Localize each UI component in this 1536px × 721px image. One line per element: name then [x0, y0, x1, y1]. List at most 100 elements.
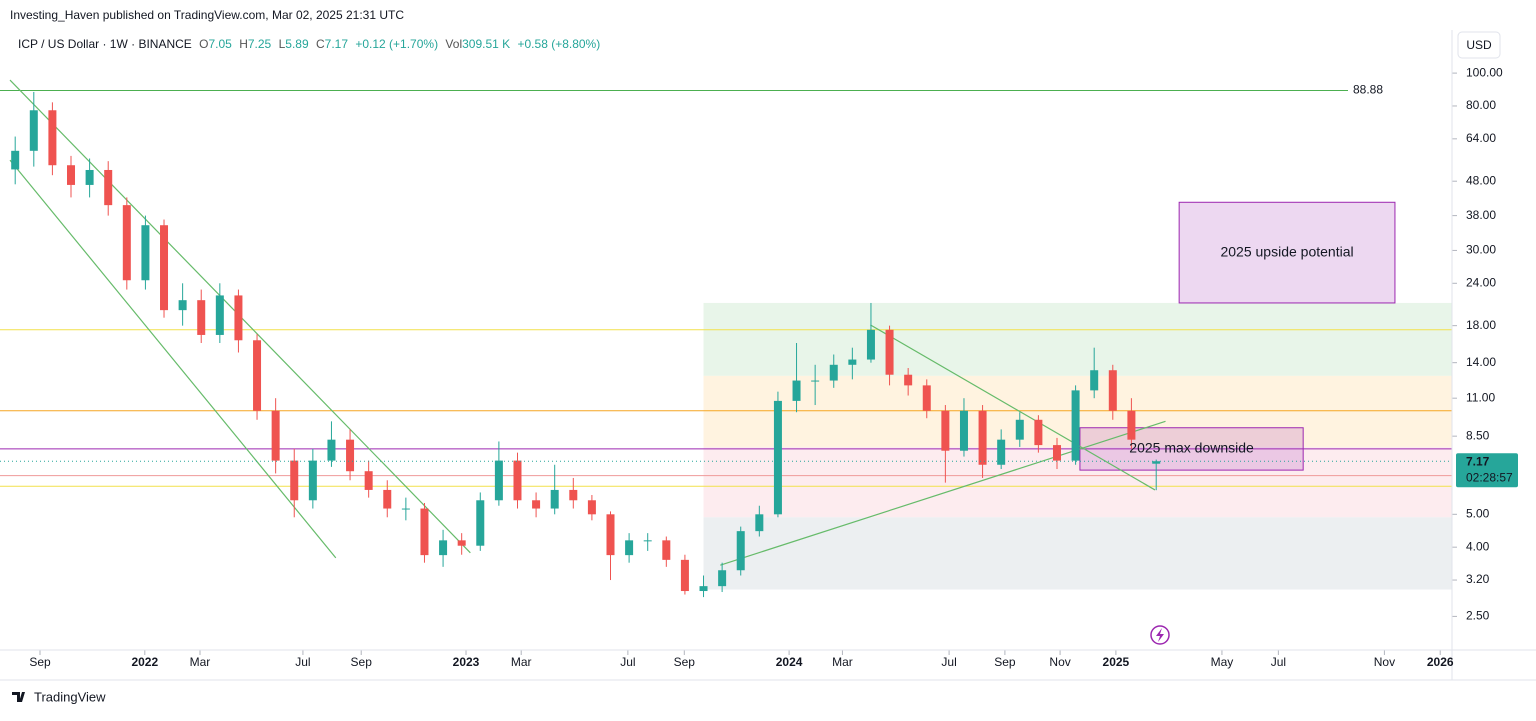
candle-body — [587, 500, 596, 515]
x-tick-label: 2025 — [1103, 655, 1130, 669]
close-label: C — [316, 37, 325, 51]
candle-body — [941, 410, 950, 451]
volume-label: Vol — [445, 37, 462, 51]
candle-body — [178, 300, 187, 311]
candle-body — [1152, 461, 1161, 464]
y-tick-label: 48.00 — [1466, 173, 1496, 187]
y-tick-label: 4.00 — [1466, 539, 1490, 553]
candle-body — [885, 329, 894, 375]
candle-body — [997, 439, 1006, 465]
candle-body — [160, 225, 169, 311]
tv-logo — [12, 692, 25, 702]
volume-change: +0.58 (+8.80%) — [518, 37, 601, 51]
x-tick-label: Mar — [832, 655, 853, 669]
candle-body — [476, 500, 485, 546]
candle-body — [29, 110, 38, 151]
change: +0.12 (+1.70%) — [355, 37, 438, 51]
candle-body — [215, 295, 224, 335]
candle-body — [494, 460, 503, 501]
candle-body — [866, 329, 875, 360]
candle-body — [550, 489, 559, 509]
candle-body — [606, 514, 615, 556]
candle-body — [792, 380, 801, 401]
candle-body — [122, 205, 131, 281]
candle-body — [48, 110, 57, 166]
candle-body — [811, 380, 820, 382]
event-icon[interactable] — [1150, 625, 1170, 645]
candle-body — [643, 540, 652, 542]
candle-body — [625, 540, 634, 556]
y-tick-label: 18.00 — [1466, 318, 1496, 332]
y-tick-label: 8.50 — [1466, 428, 1490, 442]
x-tick-label: 2024 — [776, 655, 803, 669]
candle-body — [1090, 370, 1099, 391]
candle-body — [104, 169, 113, 206]
volume: 309.51 K — [462, 37, 510, 51]
trendline — [720, 420, 1166, 566]
price-zone — [703, 302, 1452, 376]
x-tick-label: Sep — [994, 655, 1016, 669]
candle-body — [978, 410, 987, 465]
currency[interactable]: USD — [1466, 38, 1492, 52]
candle-body — [922, 385, 931, 411]
y-tick-label: 24.00 — [1466, 275, 1496, 289]
y-tick-label: 38.00 — [1466, 208, 1496, 222]
candle-body — [848, 359, 857, 365]
candle-body — [401, 508, 410, 510]
x-tick-label: 2022 — [131, 655, 158, 669]
candle-body — [308, 460, 317, 501]
x-tick-label: Sep — [29, 655, 51, 669]
candle-body — [11, 150, 20, 170]
x-tick-label: Sep — [351, 655, 373, 669]
candle-body — [1108, 370, 1117, 411]
candle-body — [1052, 445, 1061, 461]
y-tick-label: 80.00 — [1466, 98, 1496, 112]
candle-body — [1127, 410, 1136, 440]
candle-body — [439, 540, 448, 556]
y-tick-label: 5.00 — [1466, 506, 1490, 520]
x-tick-label: 2026 — [1427, 655, 1454, 669]
candle-body — [197, 300, 206, 335]
candle-body — [383, 489, 392, 509]
candle-body — [141, 225, 150, 281]
low-value: 5.89 — [285, 37, 309, 51]
trendline — [9, 159, 337, 559]
published-note: Investing_Haven published on TradingView… — [10, 8, 404, 22]
candle-body — [699, 586, 708, 592]
annotation-box — [1178, 201, 1396, 304]
candle-body — [420, 508, 429, 556]
candle-body — [680, 559, 689, 592]
symbol: ICP / US Dollar · 1W · BINANCE — [18, 37, 192, 51]
candle-body — [755, 514, 764, 532]
trendline — [870, 324, 1156, 491]
candle-body — [904, 374, 913, 386]
candle-body — [1034, 419, 1043, 446]
footer-brand: TradingView — [34, 689, 106, 704]
y-tick-label: 11.00 — [1466, 390, 1495, 404]
candle-body — [67, 165, 76, 185]
candle-body — [736, 531, 745, 571]
last-price-label: 7.17 — [1466, 454, 1490, 468]
candle-body — [234, 295, 243, 341]
high-label: H — [239, 37, 248, 51]
candle-body — [513, 460, 522, 501]
currency-button[interactable] — [1457, 31, 1501, 59]
y-tick-label: 30.00 — [1466, 243, 1496, 257]
box-label: 2025 upside potential — [1220, 243, 1353, 259]
candle-body — [327, 439, 336, 461]
x-tick-label: Mar — [511, 655, 532, 669]
x-tick-label: Jul — [620, 655, 635, 669]
symbol-header: ICP / US Dollar · 1W · BINANCE O7.05 H7.… — [18, 37, 600, 51]
candle-body — [1015, 419, 1024, 440]
y-tick-label: 2.50 — [1466, 609, 1490, 623]
candle-body — [1071, 390, 1080, 461]
x-tick-label: Nov — [1049, 655, 1070, 669]
low-label: L — [279, 37, 286, 51]
candle-body — [271, 410, 280, 461]
candle-body — [346, 439, 355, 472]
x-tick-label: Sep — [674, 655, 696, 669]
candle-body — [364, 471, 373, 490]
open-value: 7.05 — [209, 37, 233, 51]
x-tick-label: Jul — [295, 655, 310, 669]
